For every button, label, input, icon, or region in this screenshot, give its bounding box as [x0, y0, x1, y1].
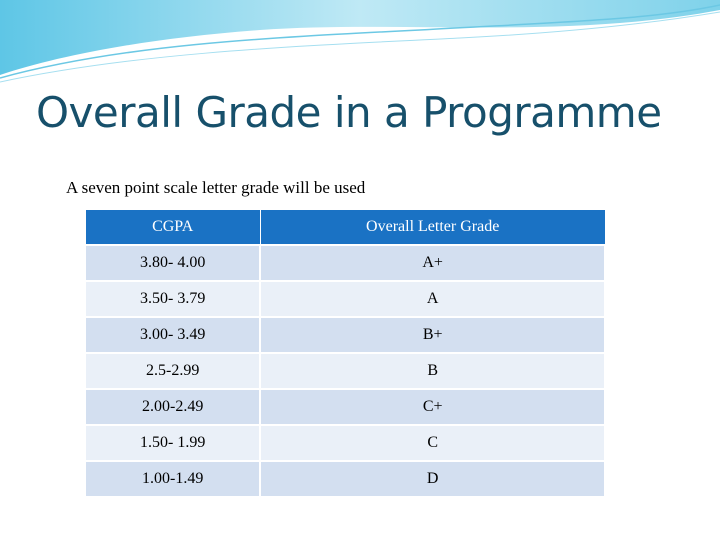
table-row: 1.00-1.49 D	[83, 460, 606, 498]
header-row: CGPA Overall Letter Grade	[84, 209, 606, 246]
header-cell: Overall Letter Grade	[259, 209, 606, 246]
table-row: 2.5-2.99 B	[83, 352, 606, 390]
table-cell: C+	[259, 388, 606, 426]
table-cell: A+	[259, 244, 606, 282]
table-cell: 3.80- 4.00	[83, 244, 262, 282]
table-cell: A	[259, 280, 606, 318]
table-cell: 3.50- 3.79	[83, 280, 262, 318]
subtitle: A seven point scale letter grade will be…	[66, 178, 366, 197]
table-body: 3.80- 4.00 A+ 3.50- 3.79 A 3.00- 3.49 B+ 2.5-2…	[83, 244, 606, 498]
table-cell: 3.00- 3.49	[83, 316, 262, 354]
table-cell: D	[259, 460, 606, 498]
table-cell: 1.50- 1.99	[83, 424, 262, 462]
header-wave	[0, 0, 720, 83]
table-cell: 1.00-1.49	[83, 460, 262, 498]
grade-table: CGPA Overall Letter Grade 3.80- 4.00 A+ 3.5…	[83, 209, 606, 498]
table-row: 2.00-2.49 C+	[83, 388, 606, 426]
table-row: 3.80- 4.00 A+	[83, 244, 606, 282]
table-cell: B	[259, 352, 606, 390]
wave-fill	[0, 0, 720, 75]
table-row: 3.50- 3.79 A	[83, 280, 606, 318]
wave-line	[0, 4, 720, 79]
table-row: 1.50- 1.99 C	[83, 424, 606, 462]
table-cell: 2.5-2.99	[83, 352, 262, 390]
table-cell: 2.00-2.49	[83, 388, 262, 426]
header-cell: CGPA	[84, 209, 261, 246]
table-cell: B+	[259, 316, 606, 354]
wave-line	[0, 11, 720, 83]
table-cell: C	[259, 424, 606, 462]
title: Overall Grade in a Programme	[36, 88, 662, 137]
table-row: 3.00- 3.49 B+	[83, 316, 606, 354]
